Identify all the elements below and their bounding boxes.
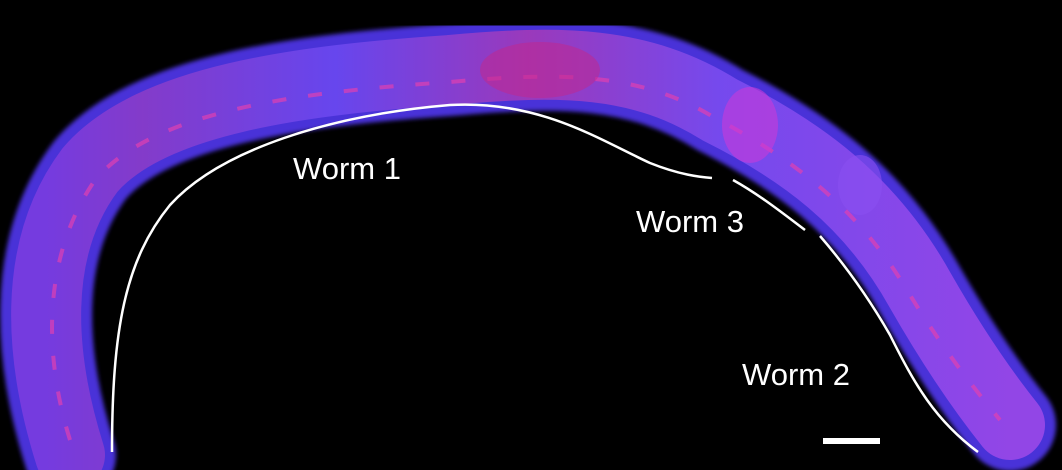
worm1-line (110, 103, 713, 453)
worm1-label: Worm 1 (293, 151, 401, 186)
scale-bar (823, 438, 880, 444)
body-segment (838, 155, 882, 215)
body-segment (480, 42, 600, 98)
worm2-line (819, 235, 979, 454)
annotation-lines (110, 103, 979, 454)
worm3-line (732, 178, 806, 231)
worm3-label: Worm 3 (636, 204, 744, 239)
worm2-label: Worm 2 (742, 357, 850, 392)
body-segment (722, 87, 778, 163)
worm-body (0, 18, 1056, 470)
